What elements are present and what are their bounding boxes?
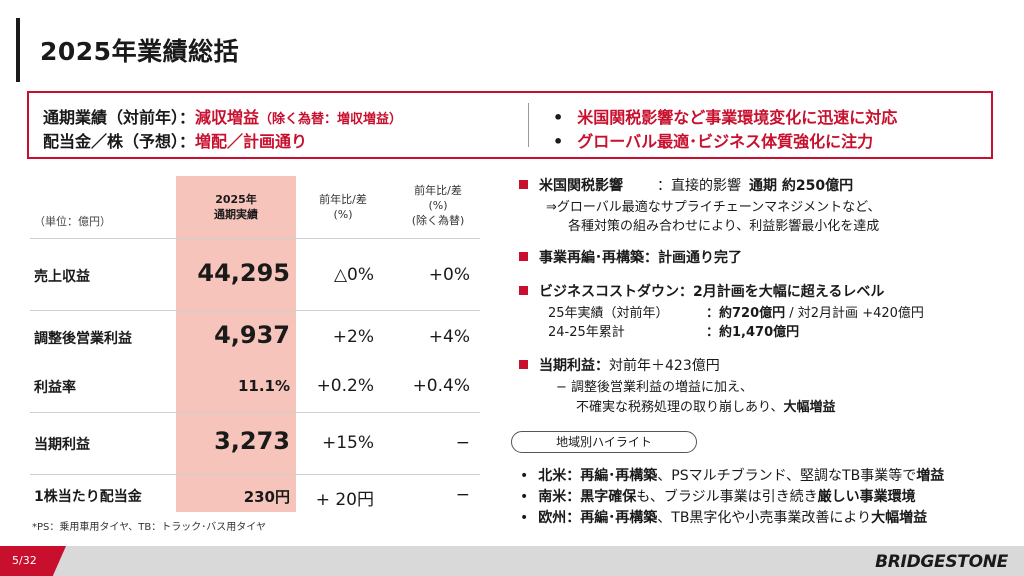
revenue-yoy: △0%	[333, 265, 374, 285]
net-profit-sub-1: − 調整後営業利益の増益に加え、	[556, 380, 754, 395]
row-label-dividend: 1株当たり配当金	[34, 489, 142, 505]
header-yoy: 前年比/差 (%)	[319, 193, 367, 221]
adj-op-profit-value: 4,937	[214, 321, 290, 349]
net-profit-value: 3,273	[214, 427, 290, 455]
tariff-sub-1: ⇒グローバル最適なサプライチェーンマネジメントなど、	[546, 200, 881, 215]
tariff-heading: 米国関税影響 ：直接的影響 通期 約250億円	[519, 175, 853, 195]
square-bullet-icon	[519, 286, 528, 295]
page-number: 5/32	[12, 554, 37, 567]
summary-box: 通期業績（対前年）：減収増益（除く為替：増収増益） 配当金／株（予想）：増配／計…	[27, 91, 993, 159]
page-number-tab: 5/32	[0, 546, 66, 576]
dividend-yoy-ex-fx: −	[455, 485, 470, 505]
revenue-yoy-ex-fx: +0%	[428, 265, 470, 285]
margin-yoy-ex-fx: +0.4%	[412, 376, 470, 396]
unit-label: （単位：億円）	[34, 215, 111, 228]
footnote: *PS：乗用車用タイヤ、TB：トラック･バス用タイヤ	[32, 522, 266, 533]
square-bullet-icon	[519, 360, 528, 369]
revenue-value: 44,295	[197, 259, 290, 287]
table-divider	[30, 238, 480, 239]
region-south-america: • 南米：黒字確保も、ブラジル事業は引き続き厳しい事業環境	[520, 489, 916, 505]
costdown-heading: ビジネスコストダウン：2月計画を大幅に超えるレベル	[519, 281, 884, 301]
tariff-sub-2: 各種対策の組み合わせにより、利益影響最小化を達成	[568, 219, 880, 234]
dividend-yoy: + 20円	[315, 490, 374, 510]
summary-line-dividend: 配当金／株（予想）：増配／計画通り	[43, 128, 307, 152]
net-profit-sub-2: 不確実な税務処理の取り崩しあり、大幅増益	[576, 400, 836, 415]
highlight-column	[176, 176, 296, 512]
summary-divider	[528, 103, 529, 147]
margin-value: 11.1%	[237, 377, 290, 395]
region-europe: • 欧州：再編･再構築、TB黒字化や小売事業改善により大幅増益	[520, 510, 928, 526]
header-2025-actual: 2025年 通期実績	[214, 193, 258, 221]
row-label-revenue: 売上収益	[34, 269, 90, 285]
restructure-heading: 事業再編･再構築：計画通り完了	[519, 247, 742, 267]
net-profit-yoy-ex-fx: −	[455, 433, 470, 453]
dividend-label: 配当金／株（予想）：	[43, 132, 196, 151]
row-label-adj-op-profit: 調整後営業利益	[34, 331, 132, 347]
costdown-row-1: 25年実績（対前年） ：約720億円 / 対2月計画 +420億円	[548, 306, 924, 321]
row-label-net-profit: 当期利益	[34, 437, 90, 453]
margin-yoy: +0.2%	[316, 376, 374, 396]
adj-op-profit-yoy: +2%	[332, 327, 374, 347]
net-profit-yoy: +15%	[321, 433, 374, 453]
page-title: 2025年業績総括	[40, 37, 240, 66]
costdown-row-2: 24-25年累計 ：約1,470億円	[548, 325, 800, 340]
row-label-margin: 利益率	[34, 380, 76, 396]
bridgestone-logo: BRIDGESTONE	[875, 552, 1008, 572]
table-divider	[30, 412, 480, 413]
results-note: （除く為替：増収増益）	[259, 112, 403, 127]
adj-op-profit-yoy-ex-fx: +4%	[428, 327, 470, 347]
table-divider	[30, 474, 480, 475]
net-profit-heading: 当期利益：対前年＋423億円	[519, 355, 720, 375]
dividend-value-cell: 230円	[243, 488, 290, 506]
results-label: 通期業績（対前年）：	[43, 108, 196, 127]
footer-band: 5/32 BRIDGESTONE	[0, 546, 1024, 576]
square-bullet-icon	[519, 180, 528, 189]
region-north-america: • 北米：再編･再構築、PSマルチブランド、堅調なTB事業等で増益	[520, 468, 945, 484]
header-yoy-ex-fx: 前年比/差 (%) (除く為替)	[411, 184, 465, 227]
region-highlight-pill: 地域別ハイライト	[511, 431, 697, 453]
table-divider	[30, 310, 480, 311]
results-value: 減収増益	[195, 108, 260, 127]
summary-bullet-2: • グローバル最適･ビジネス体質強化に注力	[553, 132, 874, 151]
dividend-value: 増配／計画通り	[195, 132, 308, 151]
square-bullet-icon	[519, 252, 528, 261]
summary-line-results: 通期業績（対前年）：減収増益（除く為替：増収増益）	[43, 104, 402, 128]
summary-bullet-1: • 米国関税影響など事業環境変化に迅速に対応	[553, 108, 898, 127]
title-accent-bar	[16, 18, 20, 82]
